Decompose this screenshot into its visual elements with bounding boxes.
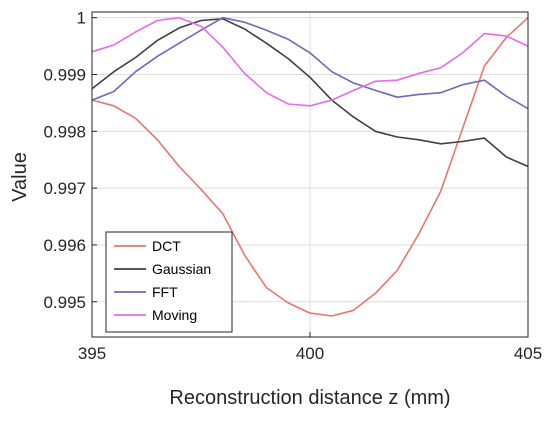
legend-label-fft: FFT <box>152 284 178 300</box>
series-line-dct <box>91 17 529 317</box>
legend-label-dct: DCT <box>152 238 181 254</box>
series-lines <box>91 16 529 317</box>
x-tick-label: 405 <box>514 344 542 363</box>
series-line-moving <box>91 16 529 107</box>
x-tick-label: 395 <box>78 344 106 363</box>
series-line-gaussian <box>91 17 529 168</box>
legend: DCT Gaussian FFT Moving <box>105 231 233 333</box>
y-tick-label: 0.997 <box>43 179 86 198</box>
legend-label-gaussian: Gaussian <box>152 261 211 277</box>
y-tick-label: 0.999 <box>43 66 86 85</box>
x-axis-label: Reconstruction distance z (mm) <box>169 387 450 409</box>
legend-label-moving: Moving <box>152 307 197 323</box>
y-axis-label: Value <box>9 152 31 202</box>
ticks: 395 400 405 0.995 0.996 0.997 0.998 0.999 1 <box>43 9 542 363</box>
y-tick-label: 0.995 <box>43 293 86 312</box>
y-tick-label: 0.998 <box>43 122 86 141</box>
x-tick-label: 400 <box>296 344 324 363</box>
y-tick-label: 1 <box>77 9 86 28</box>
series-line-fft <box>91 16 529 110</box>
y-tick-label: 0.996 <box>43 236 86 255</box>
